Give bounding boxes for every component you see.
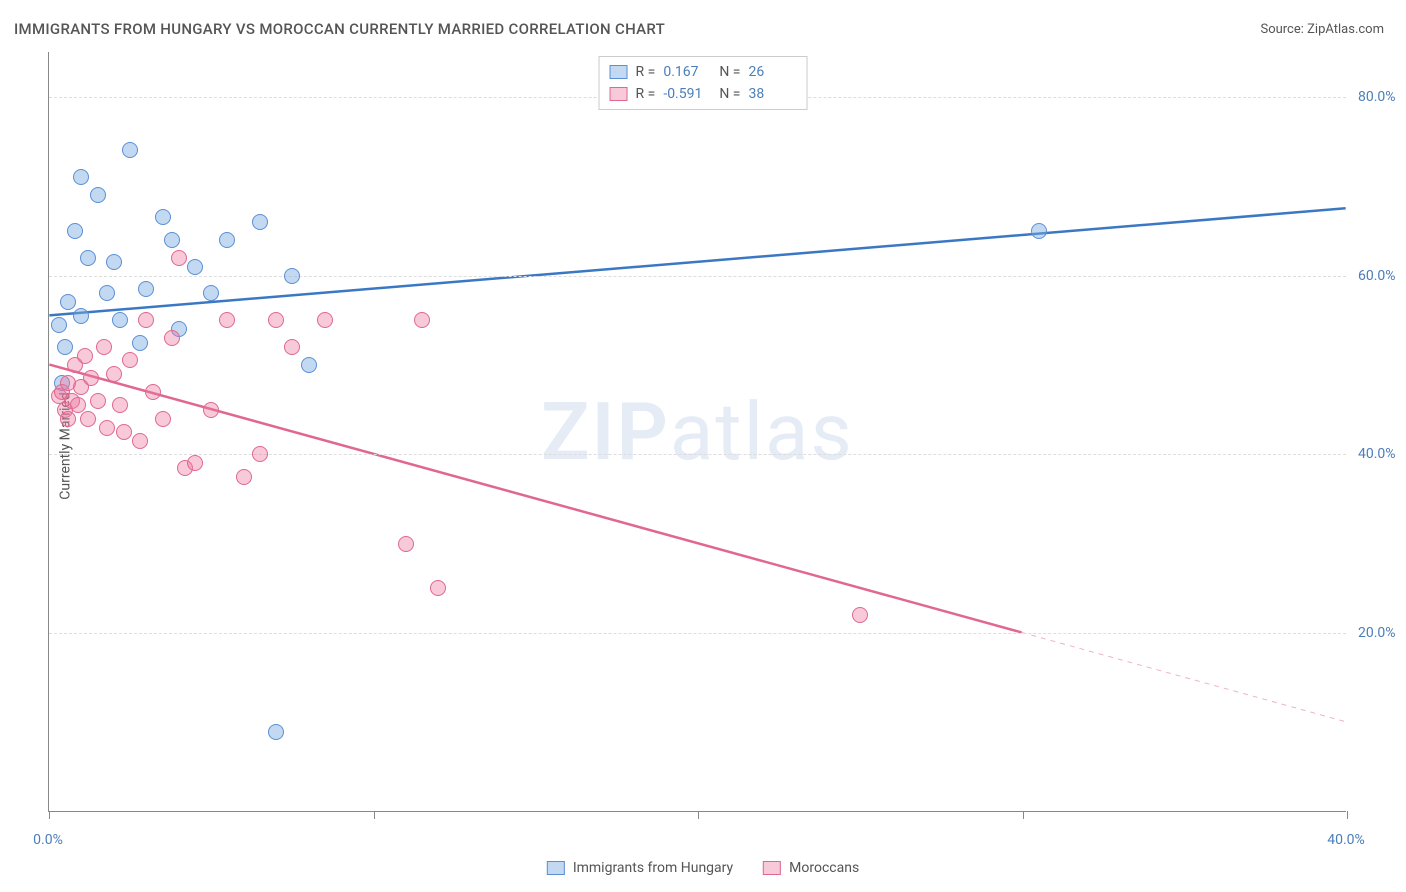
gridline — [49, 454, 1346, 455]
scatter-point — [252, 214, 268, 230]
y-axis-tick-label: 60.0% — [1358, 268, 1396, 284]
scatter-point — [145, 384, 161, 400]
scatter-point — [187, 259, 203, 275]
scatter-point — [122, 142, 138, 158]
scatter-point — [83, 370, 99, 386]
legend-item: Moroccans — [763, 860, 859, 876]
scatter-point — [171, 250, 187, 266]
x-axis-tick-label: 0.0% — [33, 832, 63, 848]
x-axis-tick — [49, 811, 50, 819]
scatter-point — [122, 352, 138, 368]
scatter-point — [317, 312, 333, 328]
watermark-atlas: atlas — [670, 385, 854, 479]
watermark-text: ZIPatlas — [541, 385, 854, 479]
x-axis-tick — [698, 811, 699, 819]
legend-row: R = 0.167 N = 26 — [610, 61, 797, 83]
scatter-point — [60, 411, 76, 427]
scatter-point — [80, 411, 96, 427]
scatter-point — [138, 312, 154, 328]
scatter-point — [414, 312, 430, 328]
scatter-point — [77, 348, 93, 364]
series-legend: Immigrants from Hungary Moroccans — [547, 860, 859, 876]
scatter-point — [132, 335, 148, 351]
scatter-point — [164, 232, 180, 248]
legend-label: Immigrants from Hungary — [573, 860, 733, 876]
legend-swatch — [610, 87, 628, 101]
source-attribution: Source: ZipAtlas.com — [1260, 22, 1384, 37]
scatter-point — [284, 268, 300, 284]
scatter-point — [80, 250, 96, 266]
scatter-point — [155, 411, 171, 427]
scatter-point — [219, 232, 235, 248]
legend-n-label: N = — [719, 61, 740, 83]
y-axis-tick-label: 40.0% — [1358, 446, 1396, 462]
legend-r-label: R = — [636, 83, 656, 105]
legend-swatch — [547, 861, 565, 875]
scatter-point — [187, 455, 203, 471]
regression-line — [49, 365, 1021, 633]
watermark-zip: ZIP — [541, 385, 670, 479]
scatter-point — [398, 536, 414, 552]
x-axis-tick-label: 40.0% — [1327, 832, 1365, 848]
scatter-point — [73, 308, 89, 324]
scatter-point — [90, 187, 106, 203]
gridline — [49, 276, 1346, 277]
scatter-point — [73, 169, 89, 185]
x-axis-tick — [1023, 811, 1024, 819]
legend-item: Immigrants from Hungary — [547, 860, 733, 876]
legend-n-label: N = — [719, 83, 740, 105]
scatter-point — [430, 580, 446, 596]
scatter-point — [301, 357, 317, 373]
legend-r-value: 0.167 — [663, 61, 711, 83]
x-axis-tick — [1347, 811, 1348, 819]
legend-n-value: 38 — [748, 83, 796, 105]
legend-swatch — [763, 861, 781, 875]
scatter-point — [236, 469, 252, 485]
legend-row: R = -0.591 N = 38 — [610, 83, 797, 105]
scatter-point — [284, 339, 300, 355]
y-axis-tick-label: 80.0% — [1358, 89, 1396, 105]
legend-r-value: -0.591 — [663, 83, 711, 105]
scatter-point — [96, 339, 112, 355]
scatter-point — [852, 607, 868, 623]
scatter-point — [99, 420, 115, 436]
gridline — [49, 633, 1346, 634]
scatter-point — [90, 393, 106, 409]
scatter-point — [51, 317, 67, 333]
scatter-point — [99, 285, 115, 301]
scatter-point — [203, 402, 219, 418]
x-axis-tick — [374, 811, 375, 819]
regression-line — [49, 208, 1345, 315]
scatter-point — [106, 254, 122, 270]
scatter-point — [112, 312, 128, 328]
legend-n-value: 26 — [748, 61, 796, 83]
y-axis-tick-label: 20.0% — [1358, 625, 1396, 641]
legend-swatch — [610, 65, 628, 79]
scatter-point — [268, 724, 284, 740]
chart-title: IMMIGRANTS FROM HUNGARY VS MOROCCAN CURR… — [14, 20, 665, 38]
scatter-point — [116, 424, 132, 440]
scatter-point — [57, 339, 73, 355]
scatter-point — [203, 285, 219, 301]
scatter-point — [112, 397, 128, 413]
legend-r-label: R = — [636, 61, 656, 83]
regression-lines-layer — [49, 52, 1346, 811]
scatter-point — [60, 294, 76, 310]
regression-line-dashed — [1022, 632, 1346, 721]
scatter-point — [132, 433, 148, 449]
correlation-legend: R = 0.167 N = 26 R = -0.591 N = 38 — [599, 56, 808, 110]
scatter-point — [155, 209, 171, 225]
chart-plot-area: ZIPatlas — [48, 52, 1346, 812]
legend-label: Moroccans — [789, 860, 859, 876]
scatter-point — [138, 281, 154, 297]
scatter-point — [164, 330, 180, 346]
scatter-point — [252, 446, 268, 462]
scatter-point — [67, 223, 83, 239]
scatter-point — [268, 312, 284, 328]
scatter-point — [219, 312, 235, 328]
scatter-point — [106, 366, 122, 382]
scatter-point — [1031, 223, 1047, 239]
